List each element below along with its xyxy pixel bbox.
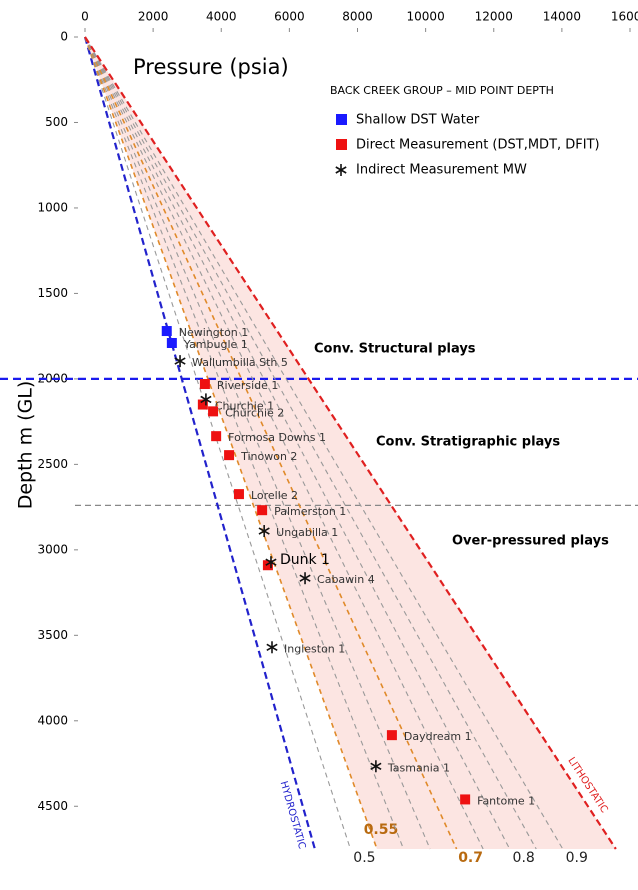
point-label: Tasmania 1 xyxy=(387,761,450,774)
legend-marker xyxy=(336,139,347,150)
x-tick-label: 0 xyxy=(81,10,89,24)
data-point xyxy=(161,326,172,337)
y-tick-label: 3500 xyxy=(37,628,68,642)
point-label: Fantome 1 xyxy=(477,794,535,807)
data-point xyxy=(224,450,235,461)
y-tick-label: 1000 xyxy=(37,200,68,214)
data-point xyxy=(211,431,222,442)
y-tick-label: 1500 xyxy=(37,286,68,300)
gradient-line xyxy=(84,36,431,850)
data-point xyxy=(174,355,186,368)
point-label: Tinowon 2 xyxy=(240,450,297,463)
chart-subtitle: BACK CREEK GROUP – MID POINT DEPTH xyxy=(330,84,554,97)
gradient-line xyxy=(84,36,405,850)
x-tick-label: 6000 xyxy=(274,10,305,24)
y-tick-label: 4000 xyxy=(37,713,68,727)
star-stroke xyxy=(258,527,270,535)
x-tick-label: 12000 xyxy=(475,10,513,24)
point-label: Newington 1 xyxy=(179,326,249,339)
y-tick-label: 0 xyxy=(60,30,68,44)
star-stroke xyxy=(335,166,347,174)
star-stroke xyxy=(370,762,382,770)
point-label: Churchie 2 xyxy=(225,406,284,419)
point-label: Yambugle 1 xyxy=(183,338,248,351)
point-label: Wallumbilla Sth 5 xyxy=(192,356,288,369)
star-stroke xyxy=(266,643,278,651)
data-point xyxy=(233,489,244,500)
y-tick-label: 2500 xyxy=(37,457,68,471)
data-point xyxy=(258,525,270,538)
gradient-line xyxy=(84,36,617,850)
data-point xyxy=(299,572,311,585)
data-point xyxy=(460,794,471,805)
gradient-line xyxy=(84,36,351,850)
data-point xyxy=(262,560,273,571)
y-axis-title: Depth m (GL) xyxy=(15,381,37,510)
data-point xyxy=(199,379,210,390)
point-label: Ungabilla 1 xyxy=(276,526,338,539)
x-tick-label: 8000 xyxy=(342,10,373,24)
legend-label: Shallow DST Water xyxy=(356,113,480,128)
annotation: Conv. Structural plays xyxy=(314,342,476,357)
data-point xyxy=(166,337,177,348)
star-stroke xyxy=(200,395,212,404)
annotation: Conv. Stratigraphic plays xyxy=(376,435,560,450)
gradient-line xyxy=(84,36,564,850)
point-label: Dunk 1 xyxy=(280,552,330,568)
data-point xyxy=(197,399,208,410)
legend-marker xyxy=(335,164,347,176)
point-label: Riverside 1 xyxy=(217,379,279,392)
data-point xyxy=(265,556,277,569)
chart-title: Pressure (psia) xyxy=(133,55,289,79)
gradient-label: 0.5 xyxy=(353,850,375,866)
legend-marker xyxy=(336,114,347,125)
star-stroke xyxy=(265,558,277,566)
gradient-label: 0.55 xyxy=(364,822,399,838)
point-label: Palmerston 1 xyxy=(274,505,346,518)
legend-label: Indirect Measurement MW xyxy=(356,163,527,178)
annotation: Over-pressured plays xyxy=(452,534,609,549)
y-tick-label: 3000 xyxy=(37,542,68,556)
point-label: Ingleston 1 xyxy=(284,642,345,655)
x-tick-label: 10000 xyxy=(407,10,445,24)
data-point xyxy=(266,641,278,654)
point-label: Cabawin 4 xyxy=(317,573,375,586)
point-label: Churchie 1 xyxy=(215,400,274,413)
x-tick-label: 4000 xyxy=(206,10,237,24)
gradient-label: 0.7 xyxy=(458,850,483,866)
star-stroke xyxy=(299,574,311,582)
data-point xyxy=(257,505,268,516)
point-label: Lorelle 2 xyxy=(251,489,298,502)
x-tick-label: 14000 xyxy=(543,10,581,24)
y-tick-label: 4500 xyxy=(37,799,68,813)
gradient-line xyxy=(84,36,537,850)
gradient-line xyxy=(84,36,484,850)
legend-label: Direct Measurement (DST,MDT, DFIT) xyxy=(356,138,600,153)
x-tick-label: 2000 xyxy=(138,10,169,24)
gradient-label: HYDROSTATIC xyxy=(278,780,308,850)
gradient-line xyxy=(84,36,458,850)
data-point xyxy=(200,393,212,406)
gradient-line xyxy=(83,36,316,850)
data-point xyxy=(208,406,219,417)
gradient-label: 0.8 xyxy=(513,850,535,866)
data-point xyxy=(370,760,382,773)
gradient-label: 0.9 xyxy=(566,850,588,866)
point-label: Formosa Downs 1 xyxy=(228,431,326,444)
data-point xyxy=(386,730,397,741)
point-label: Daydream 1 xyxy=(404,730,472,743)
y-tick-label: 500 xyxy=(45,115,68,129)
star-stroke xyxy=(174,357,186,365)
